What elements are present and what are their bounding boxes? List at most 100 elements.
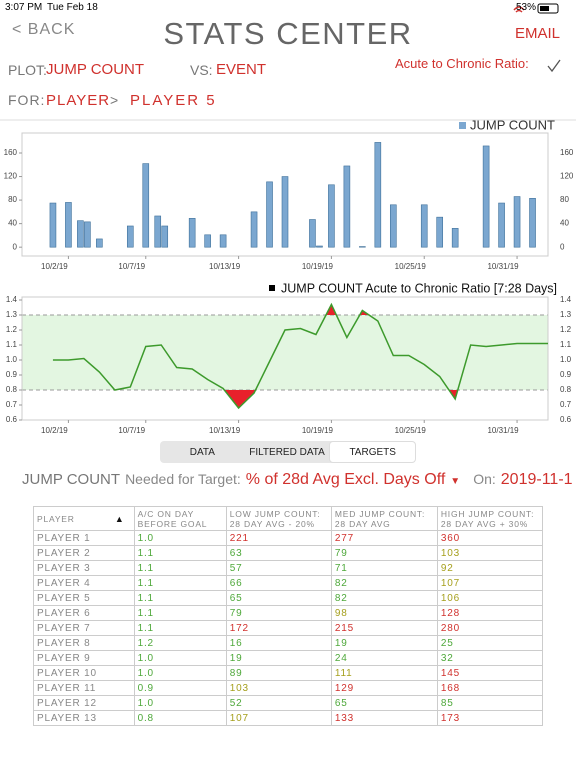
- x-tick-label: 10/25/19: [395, 262, 427, 271]
- y-tick-label-right: 1.2: [560, 325, 572, 334]
- bar: [49, 202, 57, 248]
- column-header[interactable]: PLAYER ▲: [33, 506, 135, 531]
- checkmark[interactable]: [547, 59, 561, 73]
- y-tick-label-right: 40: [560, 219, 569, 228]
- bar: [451, 228, 459, 248]
- y-tick-label-right: 160: [560, 148, 574, 157]
- bar: [316, 245, 323, 248]
- cell: 65: [225, 590, 332, 606]
- x-tick-label: 10/31/19: [487, 262, 519, 271]
- cell: 0.8: [133, 710, 227, 726]
- table-row: PLAYER 4 1.1 66 82 107: [33, 575, 544, 591]
- cell: 1.1: [133, 575, 227, 591]
- cell: 1.1: [133, 620, 227, 636]
- tab[interactable]: TARGETS: [329, 441, 416, 463]
- y-tick-label: 160: [4, 148, 18, 157]
- vs-value[interactable]: EVENT: [216, 61, 267, 78]
- player-name: PLAYER 5: [33, 590, 135, 606]
- bar: [359, 246, 366, 248]
- on-label: On:: [473, 471, 496, 487]
- cell: 98: [330, 605, 438, 621]
- tab[interactable]: DATA: [189, 446, 215, 458]
- back-button[interactable]: < BACK: [12, 21, 76, 38]
- bar: [219, 234, 227, 248]
- x-tick-label: 10/19/19: [302, 262, 334, 271]
- target-method[interactable]: % of 28d Avg Excl. Days Off: [245, 471, 446, 488]
- chart-title: JUMP COUNT Acute to Chronic Ratio [7:28 …: [281, 281, 557, 295]
- table-row: PLAYER 6 1.1 79 98 128: [33, 605, 544, 621]
- table-row: PLAYER 13 0.8 107 133 173: [33, 710, 544, 726]
- column-header: LOW JUMP COUNT: 28 DAY AVG - 20%: [225, 506, 332, 531]
- bar: [498, 202, 505, 248]
- ratio-toggle[interactable]: Acute to Chronic Ratio:: [395, 56, 529, 71]
- cell: 1.0: [133, 695, 227, 711]
- y-tick-label-right: 0.8: [560, 385, 572, 394]
- threshold-band: [22, 315, 548, 390]
- y-tick-label-right: 0: [560, 242, 565, 251]
- player-name: PLAYER 12: [33, 695, 135, 711]
- cell: 1.1: [133, 545, 227, 561]
- y-tick-label-right: 0.7: [560, 400, 572, 409]
- plot-value[interactable]: JUMP COUNT: [46, 61, 145, 78]
- battery-icon: [537, 3, 559, 14]
- player-name: PLAYER 4: [33, 575, 135, 591]
- x-tick-label: 10/25/19: [395, 426, 427, 435]
- plot-frame: [21, 132, 549, 257]
- cell: 0.9: [133, 680, 227, 696]
- legend-swatch: [459, 122, 466, 129]
- bar: [65, 202, 72, 248]
- x-tick-label: 10/19/19: [302, 426, 334, 435]
- cell: 1.0: [133, 650, 227, 666]
- tab-bar: DATA FILTERED DATA TARGETS: [160, 441, 416, 463]
- bar: [281, 176, 289, 248]
- page-title: STATS CENTER: [163, 16, 413, 51]
- y-tick-label-right: 1.4: [560, 295, 572, 304]
- dropdown-arrow[interactable]: ▼: [450, 476, 461, 487]
- battery-text: 53%: [515, 2, 536, 13]
- y-tick-label: 1.0: [6, 355, 18, 364]
- bar: [204, 234, 211, 248]
- cell: 129: [330, 680, 438, 696]
- cell: 16: [225, 635, 332, 651]
- bar: [343, 165, 351, 248]
- cell: 172: [225, 620, 332, 636]
- status-date: Tue Feb 18: [47, 2, 98, 13]
- ratio-line: [52, 302, 548, 410]
- cell: 71: [330, 560, 438, 576]
- bar: [188, 218, 196, 248]
- cell: 19: [330, 635, 438, 651]
- email-button[interactable]: EMAIL: [515, 25, 561, 42]
- cell: 79: [225, 605, 332, 621]
- player-name: PLAYER 1: [33, 530, 135, 546]
- table-row: PLAYER 10 1.0 89 111 145: [33, 665, 544, 681]
- for-label: FOR:: [8, 92, 46, 108]
- for-player[interactable]: PLAYER 5: [130, 92, 217, 109]
- x-tick-label: 10/2/19: [41, 262, 68, 271]
- y-tick-label-right: 120: [560, 172, 574, 181]
- cell: 280: [436, 620, 544, 636]
- column-header-text: PLAYER: [37, 513, 75, 524]
- cell: 215: [330, 620, 438, 636]
- player-name: PLAYER 7: [33, 620, 135, 636]
- cell: 82: [330, 590, 438, 606]
- separator: >: [110, 92, 119, 108]
- bar: [154, 215, 162, 248]
- target-date[interactable]: 2019-11-1: [500, 471, 573, 488]
- y-tick-label: 120: [4, 172, 18, 181]
- tab[interactable]: FILTERED DATA: [249, 446, 325, 458]
- y-tick-label: 0.6: [6, 415, 18, 424]
- cell: 1.0: [133, 665, 227, 681]
- cell: 103: [225, 680, 332, 696]
- column-header-text: A/C ON DAY BEFORE GOAL: [137, 508, 208, 529]
- sort-arrow: ▲: [114, 513, 125, 524]
- target-row: JUMP COUNT Needed for Target: % of 28d A…: [22, 471, 576, 489]
- player-name: PLAYER 3: [33, 560, 135, 576]
- for-group[interactable]: PLAYER: [46, 92, 111, 109]
- bar: [250, 211, 258, 248]
- bar: [529, 198, 536, 248]
- bar: [309, 219, 316, 248]
- cell: 277: [330, 530, 438, 546]
- player-name: PLAYER 2: [33, 545, 135, 561]
- table-row: PLAYER 11 0.9 103 129 168: [33, 680, 544, 696]
